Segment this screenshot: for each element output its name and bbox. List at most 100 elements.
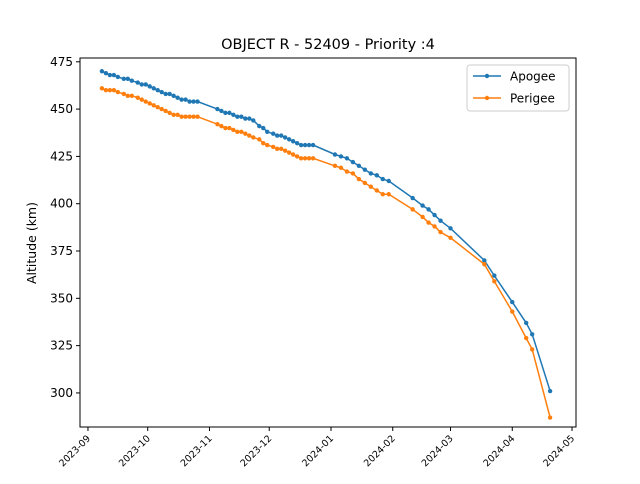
perigee-point: [129, 93, 134, 99]
perigee-point: [159, 106, 164, 112]
apogee-point: [129, 78, 134, 83]
perigee-point: [448, 235, 453, 240]
perigee-point: [332, 163, 338, 169]
perigee-point: [529, 347, 535, 352]
legend: Apogee Perigee: [466, 64, 570, 112]
x-tick-label: 2024-02: [362, 433, 398, 469]
apogee-point: [438, 218, 443, 223]
perigee-point: [125, 93, 131, 99]
perigee-point: [265, 142, 270, 148]
apogee-point: [380, 176, 385, 182]
perigee-point: [139, 97, 144, 102]
apogee-point: [99, 69, 105, 74]
apogee-point: [195, 99, 200, 104]
perigee-point: [438, 229, 443, 235]
perigee-point: [257, 137, 262, 142]
apogee-legend-marker: [484, 73, 490, 79]
perigee-point: [278, 146, 284, 152]
x-tick-label: 2023-11: [179, 433, 215, 469]
perigee-point: [344, 169, 350, 174]
perigee-point: [338, 165, 344, 170]
apogee-point: [247, 116, 252, 121]
perigee-point: [271, 144, 276, 150]
apogee-point: [143, 82, 148, 87]
perigee-point: [510, 309, 515, 314]
perigee-point: [195, 114, 200, 119]
perigee-point: [282, 148, 288, 153]
apogee-point: [386, 178, 391, 184]
perigee-point: [111, 87, 117, 93]
apogee-point: [310, 142, 316, 148]
perigee-point: [99, 86, 105, 91]
perigee-point: [275, 146, 280, 152]
x-axis: 2023-09 2023-10 2023-11 2023-12 2024-01 2024-…: [57, 427, 577, 469]
perigee-point: [227, 125, 232, 131]
perigee-point: [426, 220, 431, 225]
apogee-point: [275, 133, 280, 138]
apogee-point: [529, 332, 535, 337]
perigee-point: [183, 114, 188, 119]
perigee-point: [143, 99, 148, 104]
apogee-point: [235, 114, 240, 119]
apogee-point: [368, 171, 374, 176]
apogee-point: [410, 195, 415, 201]
y-tick-label: 400: [50, 197, 73, 211]
apogee-point: [231, 112, 236, 117]
perigee-point: [374, 188, 380, 193]
apogee-point: [175, 95, 180, 100]
apogee-point: [294, 140, 300, 146]
apogee-point: [350, 159, 356, 165]
perigee-point: [368, 184, 374, 189]
x-tick-label: 2023-12: [239, 433, 275, 469]
perigee-point: [231, 127, 236, 133]
perigee-point: [420, 214, 425, 220]
perigee-point: [191, 114, 196, 119]
perigee-point: [310, 156, 316, 161]
x-tick-label: 2023-09: [57, 433, 93, 469]
apogee-point: [135, 80, 140, 85]
apogee-point: [219, 108, 224, 114]
apogee-point: [115, 74, 121, 80]
apogee-point: [183, 97, 188, 102]
apogee-point: [187, 99, 192, 104]
perigee-point: [432, 224, 437, 229]
apogee-point: [510, 299, 515, 305]
apogee-point: [163, 91, 168, 97]
plot-area: [79, 57, 577, 428]
apogee-point: [306, 142, 312, 148]
apogee-point: [167, 91, 172, 97]
perigee-point: [362, 180, 368, 186]
apogee-point: [151, 86, 156, 91]
apogee-point: [344, 156, 350, 161]
apogee-point: [171, 93, 176, 99]
perigee-point: [547, 415, 553, 420]
apogee-point: [362, 167, 368, 172]
apogee-point: [147, 84, 152, 89]
apogee-point: [482, 258, 487, 263]
perigee-legend-marker: [484, 95, 490, 101]
perigee-point: [235, 129, 240, 134]
apogee-point: [227, 110, 232, 116]
perigee-point: [356, 176, 362, 182]
y-tick-label: 325: [50, 339, 73, 353]
perigee-point: [380, 192, 385, 197]
apogee-point: [271, 131, 276, 136]
perigee-point: [163, 108, 168, 114]
x-tick-label: 2024-04: [482, 433, 518, 469]
perigee-point: [251, 135, 256, 140]
apogee-point: [298, 142, 304, 148]
series-layer: [99, 69, 553, 420]
y-tick-label: 475: [50, 55, 73, 69]
apogee-legend-label: Apogee: [510, 70, 556, 84]
perigee-point: [243, 131, 248, 136]
y-axis-label: Altitude (km): [24, 202, 39, 284]
y-tick-label: 450: [50, 102, 73, 116]
y-tick-label: 375: [50, 244, 73, 258]
perigee-point: [524, 335, 529, 341]
apogee-point: [251, 118, 256, 123]
perigee-point: [107, 87, 113, 93]
chart-title: OBJECT R - 52409 - Priority :4: [221, 37, 435, 53]
perigee-point: [179, 114, 184, 119]
apogee-point: [243, 116, 248, 121]
apogee-point: [332, 152, 338, 157]
